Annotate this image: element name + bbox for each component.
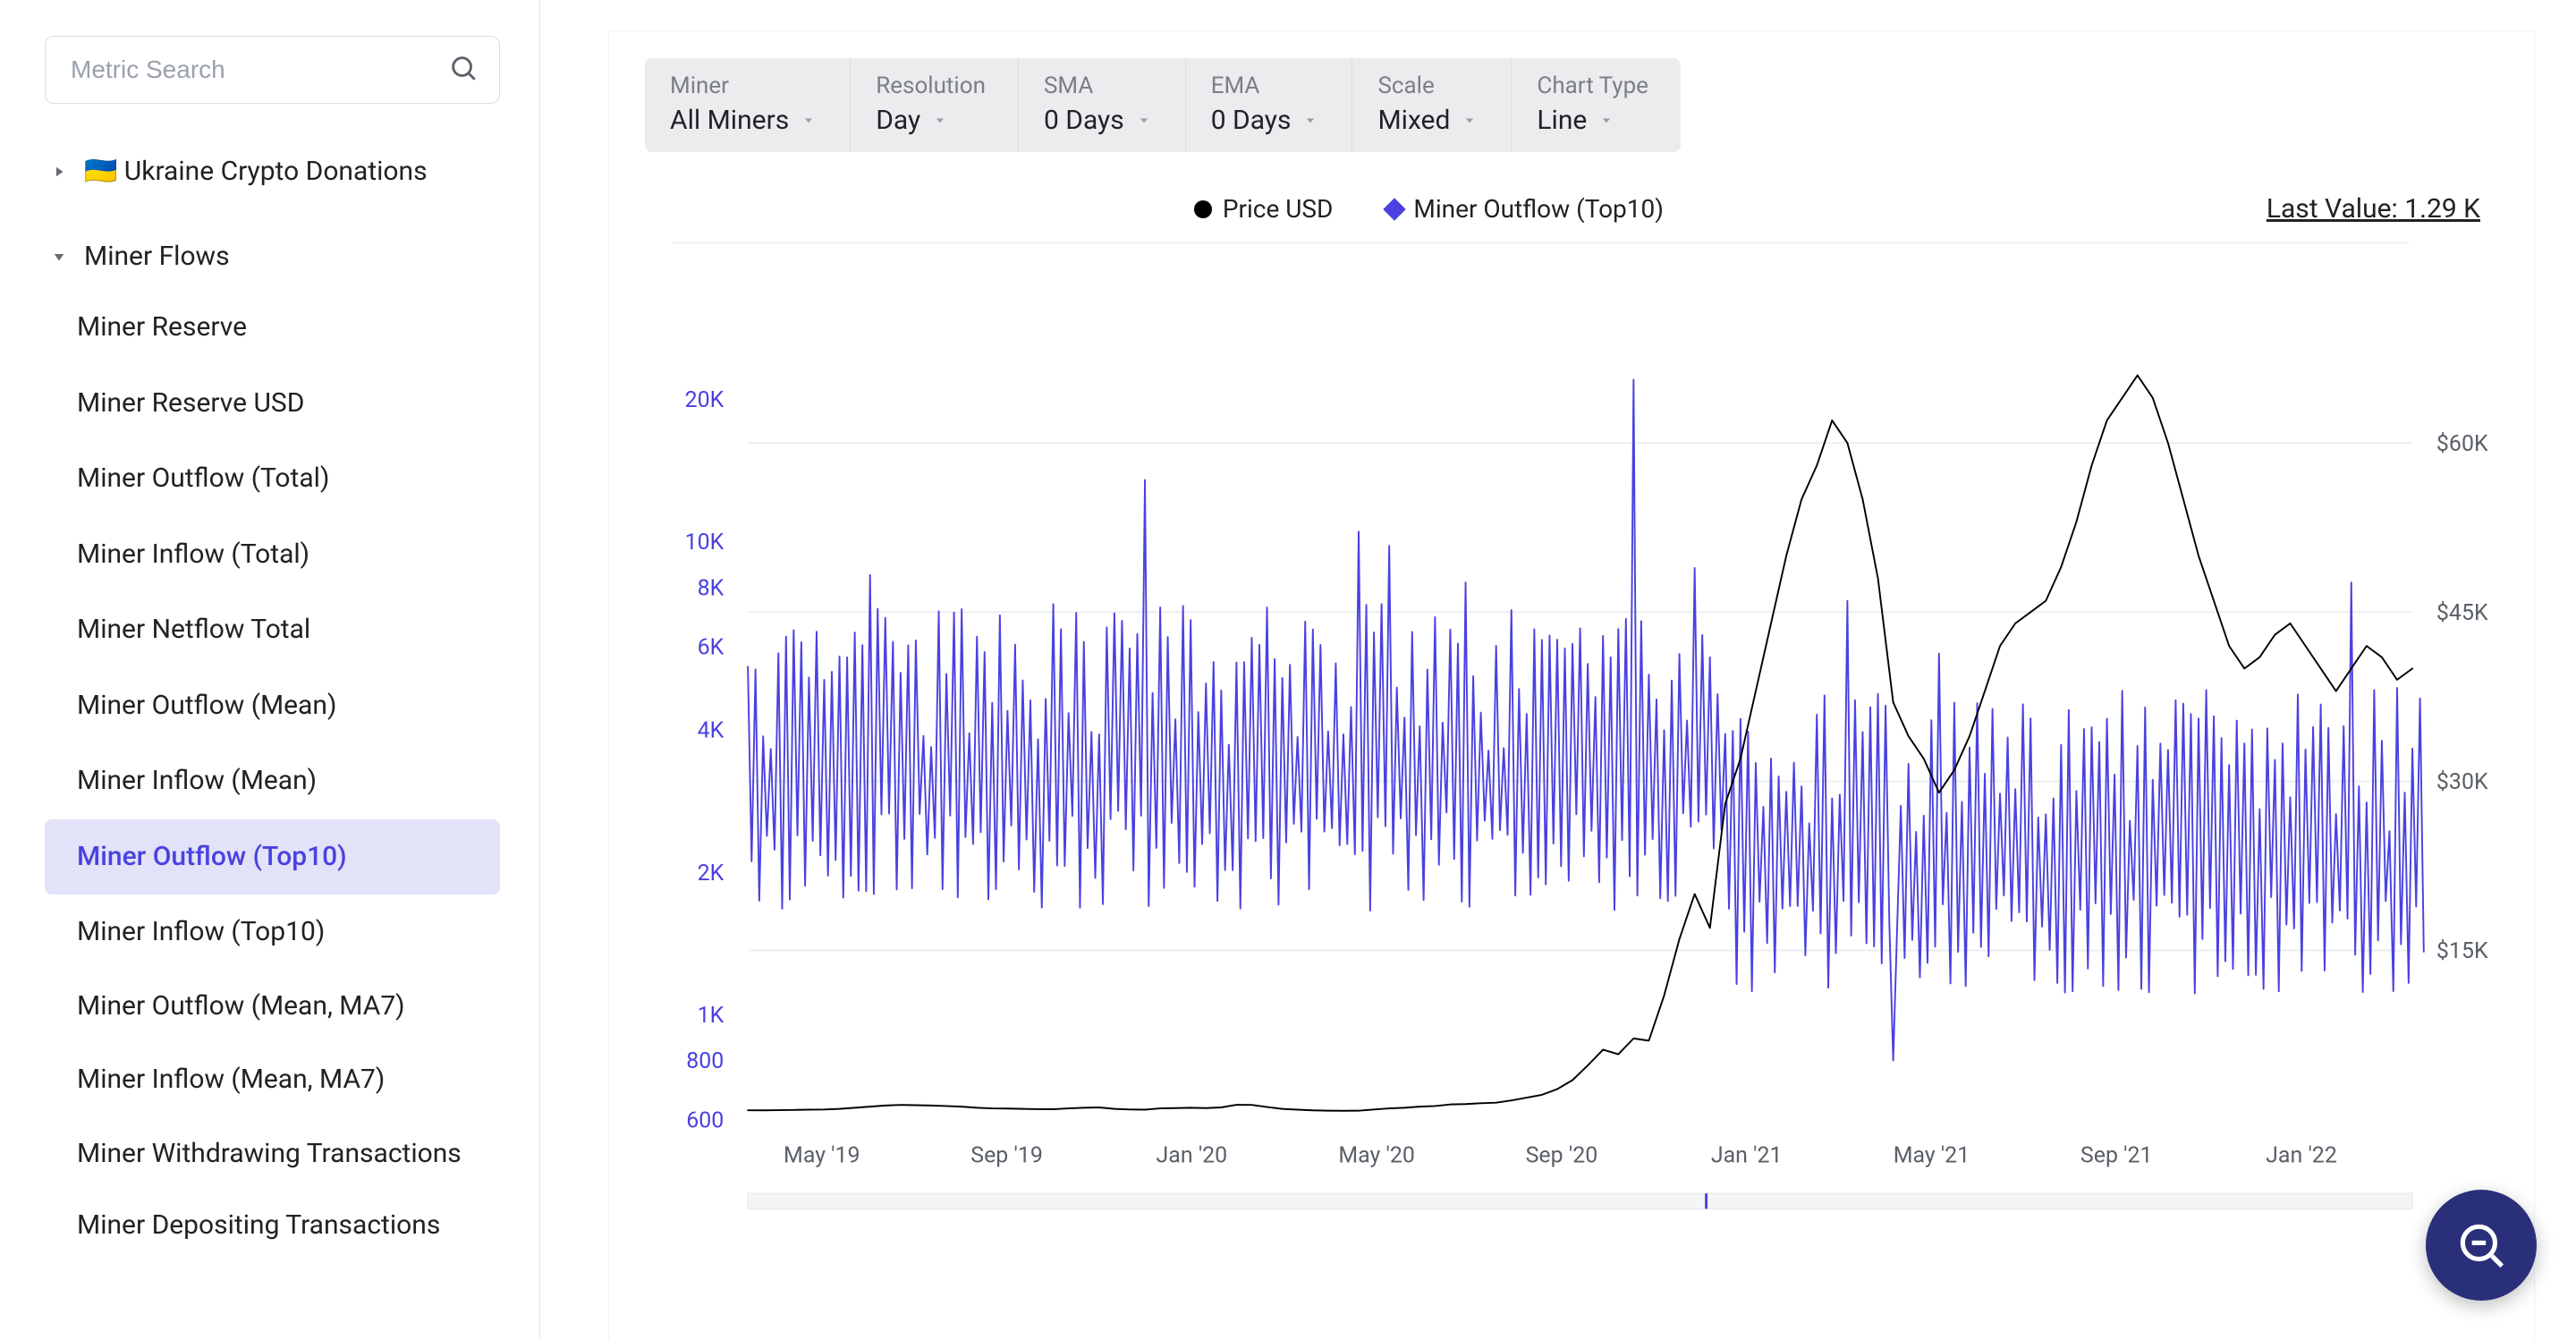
legend-outflow[interactable]: Miner Outflow (Top10) bbox=[1386, 194, 1664, 224]
control-miner[interactable]: Miner All Miners bbox=[645, 58, 851, 152]
svg-text:800: 800 bbox=[686, 1048, 724, 1074]
svg-text:6K: 6K bbox=[698, 634, 724, 660]
tree-group-ukraine: 🇺🇦 Ukraine Crypto Donations bbox=[45, 143, 500, 199]
sidebar-item[interactable]: Miner Inflow (Mean, MA7) bbox=[45, 1042, 500, 1118]
svg-text:600: 600 bbox=[686, 1107, 724, 1133]
tree-header-miner-flows[interactable]: Miner Flows bbox=[45, 228, 500, 284]
search-input[interactable] bbox=[45, 36, 500, 104]
main-panel: MinerAll MinersResolutionDaySMA0 DaysEMA… bbox=[608, 30, 2535, 1340]
svg-text:$15K: $15K bbox=[2436, 938, 2488, 964]
svg-text:20K: 20K bbox=[685, 387, 724, 413]
sidebar-item[interactable]: Miner Outflow (Total) bbox=[45, 441, 500, 517]
svg-text:May '19: May '19 bbox=[784, 1143, 860, 1169]
svg-text:$60K: $60K bbox=[2436, 431, 2488, 457]
svg-text:May '21: May '21 bbox=[1894, 1143, 1970, 1169]
svg-text:Sep '21: Sep '21 bbox=[2080, 1143, 2153, 1169]
control-label: EMA bbox=[1211, 72, 1320, 99]
chevron-right-icon bbox=[48, 164, 70, 180]
tree-label: Miner Flows bbox=[84, 241, 230, 272]
control-label: Miner bbox=[670, 72, 818, 99]
circle-marker-icon bbox=[1194, 200, 1212, 218]
sidebar: 🇺🇦 Ukraine Crypto Donations Miner Flows … bbox=[0, 0, 540, 1340]
sidebar-item[interactable]: Miner Outflow (Top10) bbox=[45, 819, 500, 895]
control-value: Line bbox=[1537, 105, 1648, 136]
tree-label: 🇺🇦 Ukraine Crypto Donations bbox=[84, 156, 428, 187]
chevron-down-icon bbox=[1461, 105, 1479, 136]
legend-price[interactable]: Price USD bbox=[1194, 194, 1334, 224]
sidebar-item[interactable]: Miner Depositing Transactions bbox=[45, 1190, 500, 1262]
search-icon bbox=[448, 53, 479, 87]
control-scale[interactable]: Scale Mixed bbox=[1352, 58, 1512, 152]
chevron-down-icon bbox=[800, 105, 818, 136]
tree-group-miner-flows: Miner Flows Miner ReserveMiner Reserve U… bbox=[45, 228, 500, 1262]
svg-text:May '20: May '20 bbox=[1338, 1143, 1415, 1169]
legend-label: Price USD bbox=[1223, 194, 1334, 224]
svg-text:$45K: $45K bbox=[2436, 600, 2488, 626]
control-sma[interactable]: SMA 0 Days bbox=[1019, 58, 1186, 152]
svg-text:2K: 2K bbox=[698, 861, 724, 886]
chevron-down-icon bbox=[931, 105, 949, 136]
svg-text:Jan '21: Jan '21 bbox=[1711, 1143, 1783, 1169]
diamond-marker-icon bbox=[1384, 198, 1406, 220]
control-value: Day bbox=[876, 105, 986, 136]
sidebar-item[interactable]: Miner Inflow (Total) bbox=[45, 517, 500, 593]
sidebar-item[interactable]: Miner Inflow (Mean) bbox=[45, 743, 500, 819]
chart-area: $15K $30K $45K $60K 600 800 1K 2K 4K 6K 8K 10K 20K Ma… bbox=[645, 297, 2498, 1252]
control-label: Scale bbox=[1377, 72, 1479, 99]
tree-header-ukraine[interactable]: 🇺🇦 Ukraine Crypto Donations bbox=[45, 143, 500, 199]
sidebar-item[interactable]: Miner Reserve bbox=[45, 290, 500, 366]
control-label: Chart Type bbox=[1537, 72, 1648, 99]
svg-text:Sep '20: Sep '20 bbox=[1526, 1143, 1598, 1169]
svg-text:8K: 8K bbox=[698, 575, 724, 601]
tree-children: Miner ReserveMiner Reserve USDMiner Outf… bbox=[45, 290, 500, 1262]
last-value: Last Value: 1.29 K bbox=[2267, 193, 2480, 225]
chevron-down-icon bbox=[1135, 105, 1153, 136]
main: MinerAll MinersResolutionDaySMA0 DaysEMA… bbox=[540, 0, 2576, 1340]
sidebar-item[interactable]: Miner Netflow Total bbox=[45, 592, 500, 668]
legend-divider bbox=[672, 242, 2409, 243]
search-container bbox=[45, 36, 500, 104]
sidebar-item[interactable]: Miner Withdrawing Transactions bbox=[45, 1118, 500, 1191]
legend-row: Price USD Miner Outflow (Top10) Last Val… bbox=[645, 193, 2498, 225]
legend-label: Miner Outflow (Top10) bbox=[1413, 194, 1664, 224]
chevron-down-icon bbox=[1301, 105, 1319, 136]
svg-text:1K: 1K bbox=[698, 1003, 724, 1029]
control-label: Resolution bbox=[876, 72, 986, 99]
svg-text:10K: 10K bbox=[685, 530, 724, 556]
control-value: Mixed bbox=[1377, 105, 1479, 136]
chart-svg: $15K $30K $45K $60K 600 800 1K 2K 4K 6K 8K 10K 20K Ma… bbox=[645, 297, 2498, 1252]
chevron-down-icon bbox=[48, 249, 70, 265]
svg-text:Jan '20: Jan '20 bbox=[1157, 1143, 1228, 1169]
control-label: SMA bbox=[1044, 72, 1153, 99]
sidebar-item[interactable]: Miner Outflow (Mean, MA7) bbox=[45, 971, 500, 1043]
control-resolution[interactable]: Resolution Day bbox=[851, 58, 1019, 152]
help-fab[interactable] bbox=[2426, 1190, 2537, 1301]
control-chart-type[interactable]: Chart Type Line bbox=[1512, 58, 1681, 152]
sidebar-item[interactable]: Miner Outflow (Mean) bbox=[45, 668, 500, 744]
control-value: All Miners bbox=[670, 105, 818, 136]
sidebar-item[interactable]: Miner Inflow (Top10) bbox=[45, 895, 500, 971]
sidebar-item[interactable]: Miner Reserve USD bbox=[45, 366, 500, 442]
controls-bar: MinerAll MinersResolutionDaySMA0 DaysEMA… bbox=[645, 58, 2498, 152]
chevron-down-icon bbox=[1597, 105, 1615, 136]
control-value: 0 Days bbox=[1044, 105, 1153, 136]
svg-text:$30K: $30K bbox=[2436, 769, 2488, 795]
svg-text:Sep '19: Sep '19 bbox=[970, 1143, 1043, 1169]
svg-text:4K: 4K bbox=[698, 718, 724, 744]
control-ema[interactable]: EMA 0 Days bbox=[1186, 58, 1353, 152]
svg-text:Jan '22: Jan '22 bbox=[2266, 1143, 2337, 1169]
control-value: 0 Days bbox=[1211, 105, 1320, 136]
